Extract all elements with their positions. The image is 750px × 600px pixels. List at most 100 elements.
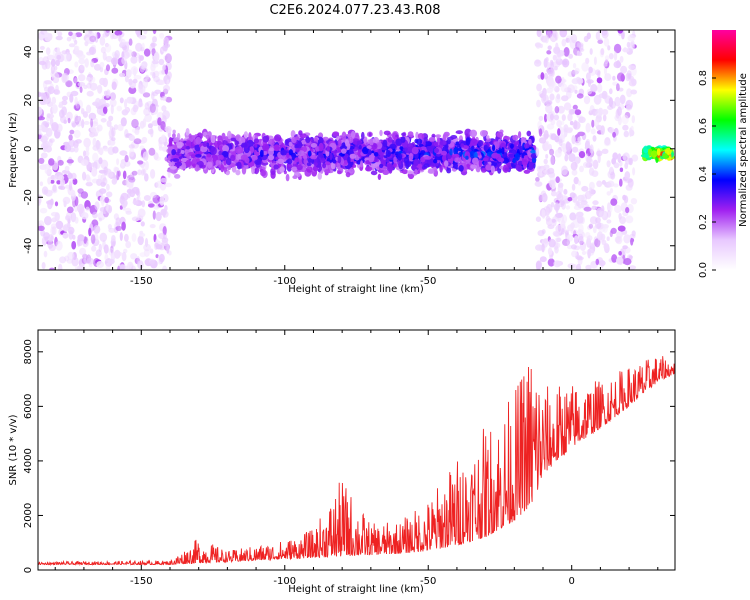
heatmap-cell <box>56 180 61 185</box>
heatmap-cell <box>285 173 290 182</box>
heatmap-cell <box>100 181 106 187</box>
heatmap-cell <box>92 211 98 219</box>
heatmap-cell <box>53 30 59 34</box>
heatmap-cell <box>50 179 55 184</box>
heatmap-cell <box>195 136 202 145</box>
colorbar-gradient <box>712 30 736 270</box>
heatmap-cell <box>230 137 237 142</box>
heatmap-cell <box>163 55 168 61</box>
heatmap-cell <box>572 121 581 130</box>
heatmap-cell <box>377 173 382 180</box>
heatmap-cell <box>111 178 118 185</box>
heatmap-cell <box>86 257 95 265</box>
heatmap-cell <box>114 30 123 36</box>
heatmap-cell <box>58 185 64 190</box>
heatmap-cell <box>573 176 579 185</box>
colorbar-tick-label: 0.6 <box>698 118 709 134</box>
heatmap-cell <box>148 147 156 156</box>
heatmap-cell <box>549 93 555 101</box>
heatmap-cell <box>622 124 629 131</box>
heatmap-cell <box>137 169 142 176</box>
heatmap-cell <box>348 149 354 155</box>
heatmap-cell <box>86 82 92 89</box>
heatmap-cell <box>446 139 451 145</box>
heatmap-cell <box>602 224 608 233</box>
heatmap-cell <box>549 148 555 156</box>
figure-title: C2E6.2024.077.23.43.R08 <box>269 3 440 18</box>
heatmap-cell <box>273 144 280 152</box>
heatmap-cell <box>625 215 634 224</box>
heatmap-cell <box>450 135 458 139</box>
heatmap-cell <box>65 80 73 88</box>
heatmap-cell <box>149 248 154 254</box>
heatmap-cell <box>93 63 102 71</box>
heatmap-cell <box>195 154 202 158</box>
heatmap-cell <box>297 140 303 149</box>
heatmap-cell <box>90 60 95 68</box>
heatmap-cell <box>534 181 543 187</box>
heatmap-cell <box>241 142 248 148</box>
heatmap-cell <box>370 170 378 176</box>
heatmap-cell <box>47 199 53 210</box>
heatmap-cell <box>248 132 252 141</box>
heatmap-cell <box>131 170 138 176</box>
heatmap-cell <box>210 134 216 144</box>
heatmap-cell <box>496 131 504 138</box>
heatmap-cell <box>69 93 74 103</box>
heatmap-cell <box>126 96 133 104</box>
heatmap-cell <box>455 130 463 135</box>
heatmap-cell <box>44 216 52 226</box>
heatmap-cell <box>591 108 598 117</box>
heatmap-cell <box>128 144 135 149</box>
heatmap-cell <box>460 143 465 148</box>
heatmap-cell <box>578 151 586 159</box>
heatmap-cell <box>393 156 397 164</box>
heatmap-cell <box>292 175 298 180</box>
heatmap-cell <box>308 150 312 157</box>
heatmap-cell <box>619 55 624 63</box>
heatmap-cell <box>173 137 180 143</box>
heatmap-cell <box>225 158 232 166</box>
heatmap-cell <box>397 159 402 167</box>
heatmap-cell <box>150 71 154 76</box>
heatmap-cell <box>545 100 553 105</box>
heatmap-cell <box>128 177 136 183</box>
heatmap-cell <box>152 36 157 43</box>
heatmap-cell <box>64 165 70 172</box>
heatmap-cell <box>267 154 275 161</box>
heatmap-cell <box>537 230 545 237</box>
heatmap-cell <box>111 81 117 90</box>
heatmap-cell <box>433 147 439 154</box>
heatmap-cell <box>530 149 537 154</box>
heatmap-cell <box>550 133 557 141</box>
heatmap-cell <box>379 163 384 169</box>
heatmap-cell <box>99 232 108 242</box>
heatmap-cell <box>613 51 618 61</box>
heatmap-cell <box>420 156 426 163</box>
heatmap-cell <box>139 120 145 129</box>
heatmap-cell <box>207 160 213 169</box>
heatmap-cell <box>458 165 464 172</box>
heatmap-cell <box>63 119 67 124</box>
heatmap-cell <box>158 146 163 151</box>
heatmap-cell <box>549 155 555 166</box>
heatmap-cell <box>51 96 57 105</box>
heatmap-cell <box>295 136 300 141</box>
heatmap-cell <box>557 128 561 136</box>
heatmap-cell <box>92 152 99 162</box>
heatmap-cell <box>93 31 98 42</box>
heatmap-cell <box>171 149 176 156</box>
heatmap-cell <box>138 215 144 221</box>
heatmap-cell <box>166 79 170 85</box>
heatmap-cell <box>286 158 293 165</box>
colorbar-label: Normalized spectral amplitude <box>738 73 749 227</box>
heatmap-cell <box>617 106 622 116</box>
heatmap-cell <box>565 205 571 210</box>
heatmap-cell <box>555 212 563 218</box>
heatmap-cell <box>526 130 532 137</box>
heatmap-cell <box>115 217 121 227</box>
heatmap-cell <box>91 58 98 63</box>
x-tick-label: 0 <box>569 276 575 287</box>
heatmap-cell <box>161 240 168 247</box>
heatmap-cell <box>38 91 42 98</box>
